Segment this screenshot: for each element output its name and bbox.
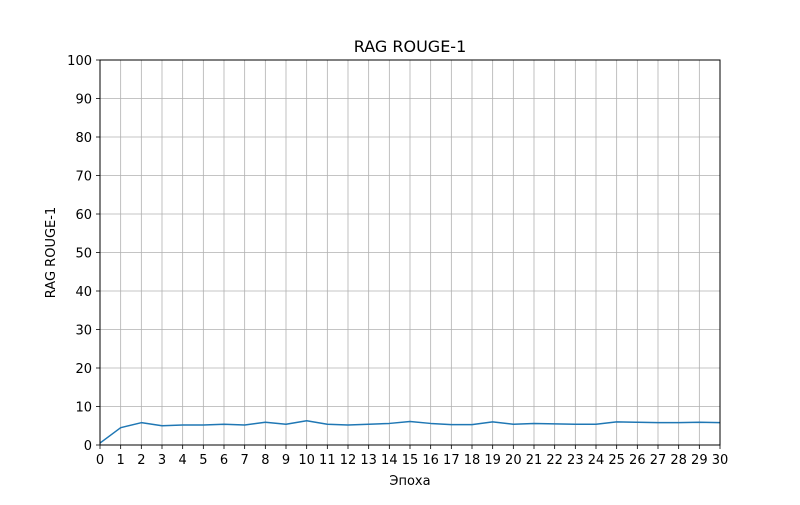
x-tick-label: 28 xyxy=(670,453,687,468)
x-tick-label: 0 xyxy=(96,453,104,468)
y-tick-label: 100 xyxy=(67,54,92,69)
x-tick-label: 5 xyxy=(199,453,207,468)
x-tick-label: 25 xyxy=(608,453,625,468)
y-tick-label: 50 xyxy=(75,247,92,262)
y-tick-label: 30 xyxy=(75,324,92,339)
x-tick-label: 18 xyxy=(464,453,481,468)
x-tick-label: 10 xyxy=(298,453,315,468)
x-tick-label: 7 xyxy=(241,453,249,468)
x-tick-label: 14 xyxy=(381,453,398,468)
y-tick-label: 70 xyxy=(75,170,92,185)
x-tick-label: 13 xyxy=(360,453,377,468)
x-tick-label: 23 xyxy=(567,453,584,468)
y-tick-label: 20 xyxy=(75,362,92,377)
x-tick-label: 1 xyxy=(117,453,125,468)
y-tick-label: 10 xyxy=(75,401,92,416)
x-tick-label: 12 xyxy=(340,453,357,468)
y-tick-label: 80 xyxy=(75,131,92,146)
y-tick-label: 90 xyxy=(75,93,92,108)
x-axis-label: Эпоха xyxy=(389,474,430,489)
grid xyxy=(100,60,720,445)
x-tick-label: 2 xyxy=(137,453,145,468)
x-tick-label: 11 xyxy=(319,453,336,468)
x-tick-label: 16 xyxy=(422,453,439,468)
x-tick-label: 27 xyxy=(650,453,667,468)
y-tick-label: 60 xyxy=(75,208,92,223)
y-axis-label: RAG ROUGE-1 xyxy=(44,207,59,298)
chart-title: RAG ROUGE-1 xyxy=(354,37,467,56)
x-tick-label: 30 xyxy=(712,453,729,468)
y-tick-label: 40 xyxy=(75,285,92,300)
x-tick-label: 19 xyxy=(484,453,501,468)
x-tick-label: 6 xyxy=(220,453,228,468)
x-tick-label: 17 xyxy=(443,453,460,468)
x-tick-label: 29 xyxy=(691,453,708,468)
x-tick-label: 4 xyxy=(179,453,187,468)
x-tick-label: 3 xyxy=(158,453,166,468)
x-tick-label: 24 xyxy=(588,453,605,468)
x-tick-label: 22 xyxy=(546,453,563,468)
x-tick-label: 20 xyxy=(505,453,522,468)
x-tick-label: 8 xyxy=(261,453,269,468)
x-tick-label: 9 xyxy=(282,453,290,468)
y-tick-label: 0 xyxy=(84,439,92,454)
x-tick-label: 21 xyxy=(526,453,543,468)
x-tick-label: 26 xyxy=(629,453,646,468)
x-tick-label: 15 xyxy=(402,453,419,468)
